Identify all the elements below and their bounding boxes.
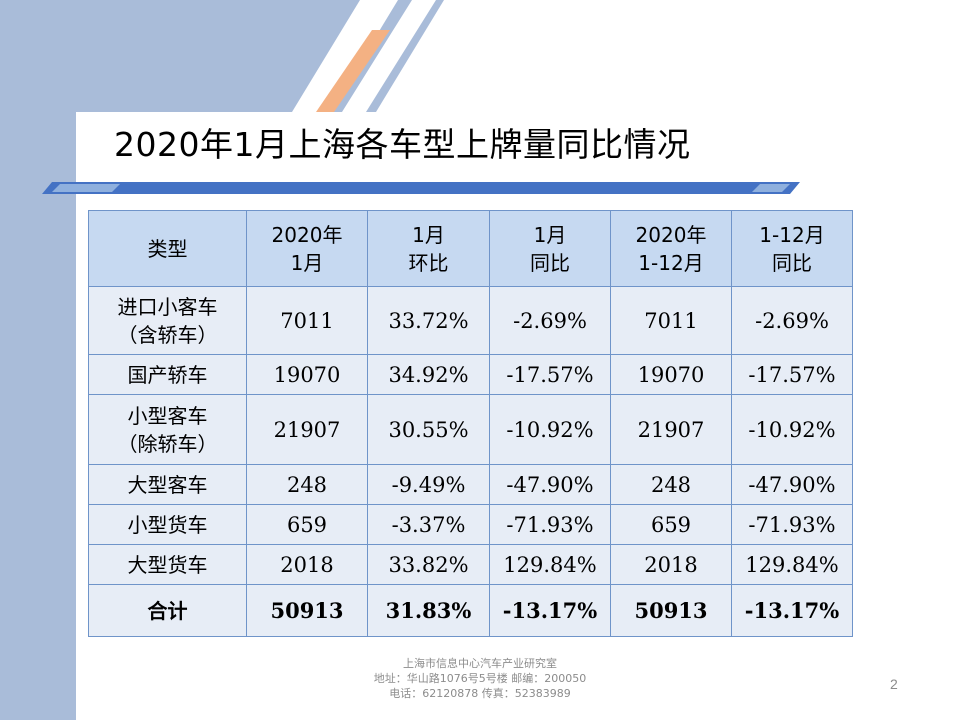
row-category: 大型货车 [88,544,247,585]
table-cell: 31.83% [367,584,490,637]
table-cell: 248 [246,464,368,505]
table-cell: 129.84% [731,544,853,585]
table-cell: -2.69% [731,286,853,355]
table-row: 大型货车 2018 33.82% 129.84% 2018 129.84% [88,544,853,585]
table-cell: -10.92% [731,394,853,465]
header-type: 类型 [88,210,247,287]
table-cell: -13.17% [489,584,611,637]
table-cell: 50913 [610,584,732,637]
table-cell: -9.49% [367,464,490,505]
table-cell: 19070 [246,354,368,395]
row-category: 小型货车 [88,504,247,545]
table-cell: 30.55% [367,394,490,465]
header-jan-dec-yoy: 1-12月 同比 [731,210,853,287]
left-decor-band [0,0,76,720]
table-cell: -17.57% [731,354,853,395]
table-cell: -71.93% [731,504,853,545]
table-row: 进口小客车 （含轿车） 7011 33.72% -2.69% 7011 -2.69… [88,286,853,355]
table-cell: 248 [610,464,732,505]
footer-phone: 电话：62120878 传真：52383989 [389,687,571,700]
table-cell: 33.82% [367,544,490,585]
table-row: 小型货车 659 -3.37% -71.93% 659 -71.93% [88,504,853,545]
table-cell: 50913 [246,584,368,637]
table-cell: 2018 [610,544,732,585]
table-cell: -3.37% [367,504,490,545]
table-cell: 7011 [246,286,368,355]
footer-contact: 上海市信息中心汽车产业研究室 地址：华山路1076号5号楼 邮编：200050 … [300,656,660,701]
table-row: 小型客车 （除轿车） 21907 30.55% -10.92% 21907 -10… [88,394,853,465]
table-cell: 129.84% [489,544,611,585]
table-cell: 34.92% [367,354,490,395]
table-row: 大型客车 248 -9.49% -47.90% 248 -47.90% [88,464,853,505]
table-cell: 659 [246,504,368,545]
table-row: 国产轿车 19070 34.92% -17.57% 19070 -17.57% [88,354,853,395]
row-category: 国产轿车 [88,354,247,395]
header-2020-jan: 2020年 1月 [246,210,368,287]
header-2020-jan-dec: 2020年 1-12月 [610,210,732,287]
top-decor-band [0,0,960,112]
table-cell: 7011 [610,286,732,355]
row-category: 小型客车 （除轿车） [88,394,247,465]
row-category: 进口小客车 （含轿车） [88,286,247,355]
total-row: 合计 50913 31.83% -13.17% 50913 -13.17% [88,584,853,637]
footer-org: 上海市信息中心汽车产业研究室 [403,657,557,670]
table-cell: 33.72% [367,286,490,355]
header-jan-mom: 1月 环比 [367,210,490,287]
table-cell: -10.92% [489,394,611,465]
table-cell: -17.57% [489,354,611,395]
title-card [76,112,960,182]
table-cell: -47.90% [731,464,853,505]
table-cell: 19070 [610,354,732,395]
title-underline-bar [42,182,800,194]
table-cell: -2.69% [489,286,611,355]
footer-address: 地址：华山路1076号5号楼 邮编：200050 [373,672,587,685]
table-cell: -47.90% [489,464,611,505]
header-jan-yoy: 1月 同比 [489,210,611,287]
row-category: 合计 [88,584,247,637]
registration-table: 类型 2020年 1月 1月 环比 1月 同比 2020年 1-12月 1-12月 同比 … [88,210,853,637]
table-header-row: 类型 2020年 1月 1月 环比 1月 同比 2020年 1-12月 1-12月 同比 [88,210,853,287]
table-cell: 21907 [246,394,368,465]
table-cell: 21907 [610,394,732,465]
table-cell: -71.93% [489,504,611,545]
page-number: 2 [890,676,898,692]
table-cell: 659 [610,504,732,545]
slide-title: 2020年1月上海各车型上牌量同比情况 [114,125,691,164]
table-cell: 2018 [246,544,368,585]
row-category: 大型客车 [88,464,247,505]
table-cell: -13.17% [731,584,853,637]
